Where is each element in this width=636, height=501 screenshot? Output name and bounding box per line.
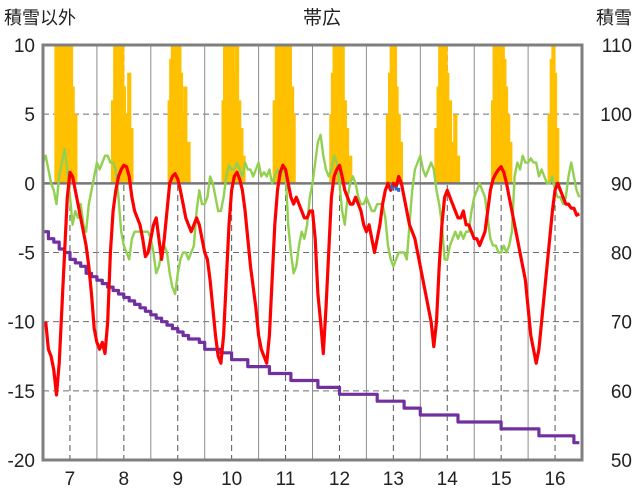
x-tick-label: 7: [65, 469, 76, 490]
left-tick-label: -10: [8, 313, 35, 334]
plot-frame: [41, 43, 584, 462]
precip-bar: [129, 128, 134, 184]
precip-bar: [555, 128, 560, 184]
precip-bar: [186, 141, 191, 184]
precip-bar: [239, 128, 244, 184]
right-tick-label: 50: [611, 451, 632, 472]
precip-bar: [223, 45, 228, 184]
precip-bar: [434, 128, 439, 184]
precip-bar: [547, 114, 552, 184]
precip-bar: [453, 114, 458, 184]
precip-bar: [121, 86, 126, 184]
precip-bar: [398, 141, 403, 184]
precip-bar: [439, 45, 444, 184]
precip-bar: [344, 128, 350, 184]
left-axis-label: 積雪以外: [4, 8, 76, 28]
precip-bar: [181, 114, 186, 184]
precip-bar: [272, 100, 277, 184]
precip-bar: [396, 114, 401, 184]
precip-bar: [506, 114, 511, 184]
right-axis-label: 積雪: [596, 8, 632, 28]
x-tick-label: 10: [221, 469, 242, 490]
x-tick-label: 14: [437, 469, 459, 490]
precip-bar: [124, 114, 129, 184]
precip-bar: [455, 155, 461, 184]
precip-bar: [178, 72, 184, 184]
right-tick-label: 90: [611, 174, 632, 195]
precip-bar: [116, 45, 121, 184]
precip-bar: [70, 86, 75, 184]
precip-series: [54, 45, 560, 184]
x-tick-label: 16: [544, 469, 565, 490]
precip-bar: [230, 45, 235, 184]
precip-bar: [450, 141, 455, 184]
max_temp-line: [44, 163, 581, 397]
x-tick-label: 8: [119, 469, 130, 490]
precip-bar: [503, 86, 509, 184]
left-tick-label: 5: [24, 105, 35, 126]
left-tick-label: -5: [18, 244, 35, 265]
right-tick-label: 110: [602, 36, 632, 57]
precip-bar: [73, 114, 78, 184]
chart-title: 帯広: [303, 7, 341, 29]
right-tick-label: 60: [611, 382, 632, 403]
right-tick-label: 80: [611, 244, 632, 265]
blue-mark: [390, 185, 394, 190]
precip-bar: [127, 72, 132, 184]
left-tick-label: 10: [14, 36, 35, 57]
precip-bar: [394, 86, 399, 184]
precip-bar: [508, 141, 513, 184]
precip-bar: [287, 45, 292, 184]
precip-bar: [385, 114, 391, 184]
precip-bar: [226, 58, 232, 184]
precip-bar: [232, 72, 237, 184]
precip-bar: [340, 45, 345, 184]
precip-bar: [234, 45, 240, 184]
precip-bar: [183, 86, 188, 184]
x-tick-label: 12: [329, 469, 350, 490]
x-tick-label: 9: [172, 469, 183, 490]
blue-mark: [394, 186, 398, 191]
blue-mark: [397, 187, 401, 192]
left-tick-label: -20: [8, 451, 35, 472]
right-tick-label: 100: [600, 105, 632, 126]
left-tick-label: 0: [24, 174, 35, 195]
precip-bar: [110, 100, 116, 184]
precip-bar: [348, 155, 353, 184]
snow_depth-line: [43, 230, 580, 445]
x-tick-label: 13: [383, 469, 404, 490]
x-tick-label: 15: [491, 469, 512, 490]
precip-bar: [552, 72, 558, 184]
right-tick-label: 70: [611, 313, 632, 334]
line-series: [41, 133, 581, 445]
precip-bar: [237, 100, 242, 184]
precip-bar: [447, 100, 453, 184]
precip-bar: [342, 100, 347, 184]
precip-bar: [291, 114, 296, 184]
dewpoint-line: [41, 133, 581, 296]
x-tick-label: 11: [276, 469, 296, 490]
precip-bar: [445, 72, 450, 184]
left-tick-label: -15: [8, 382, 35, 403]
